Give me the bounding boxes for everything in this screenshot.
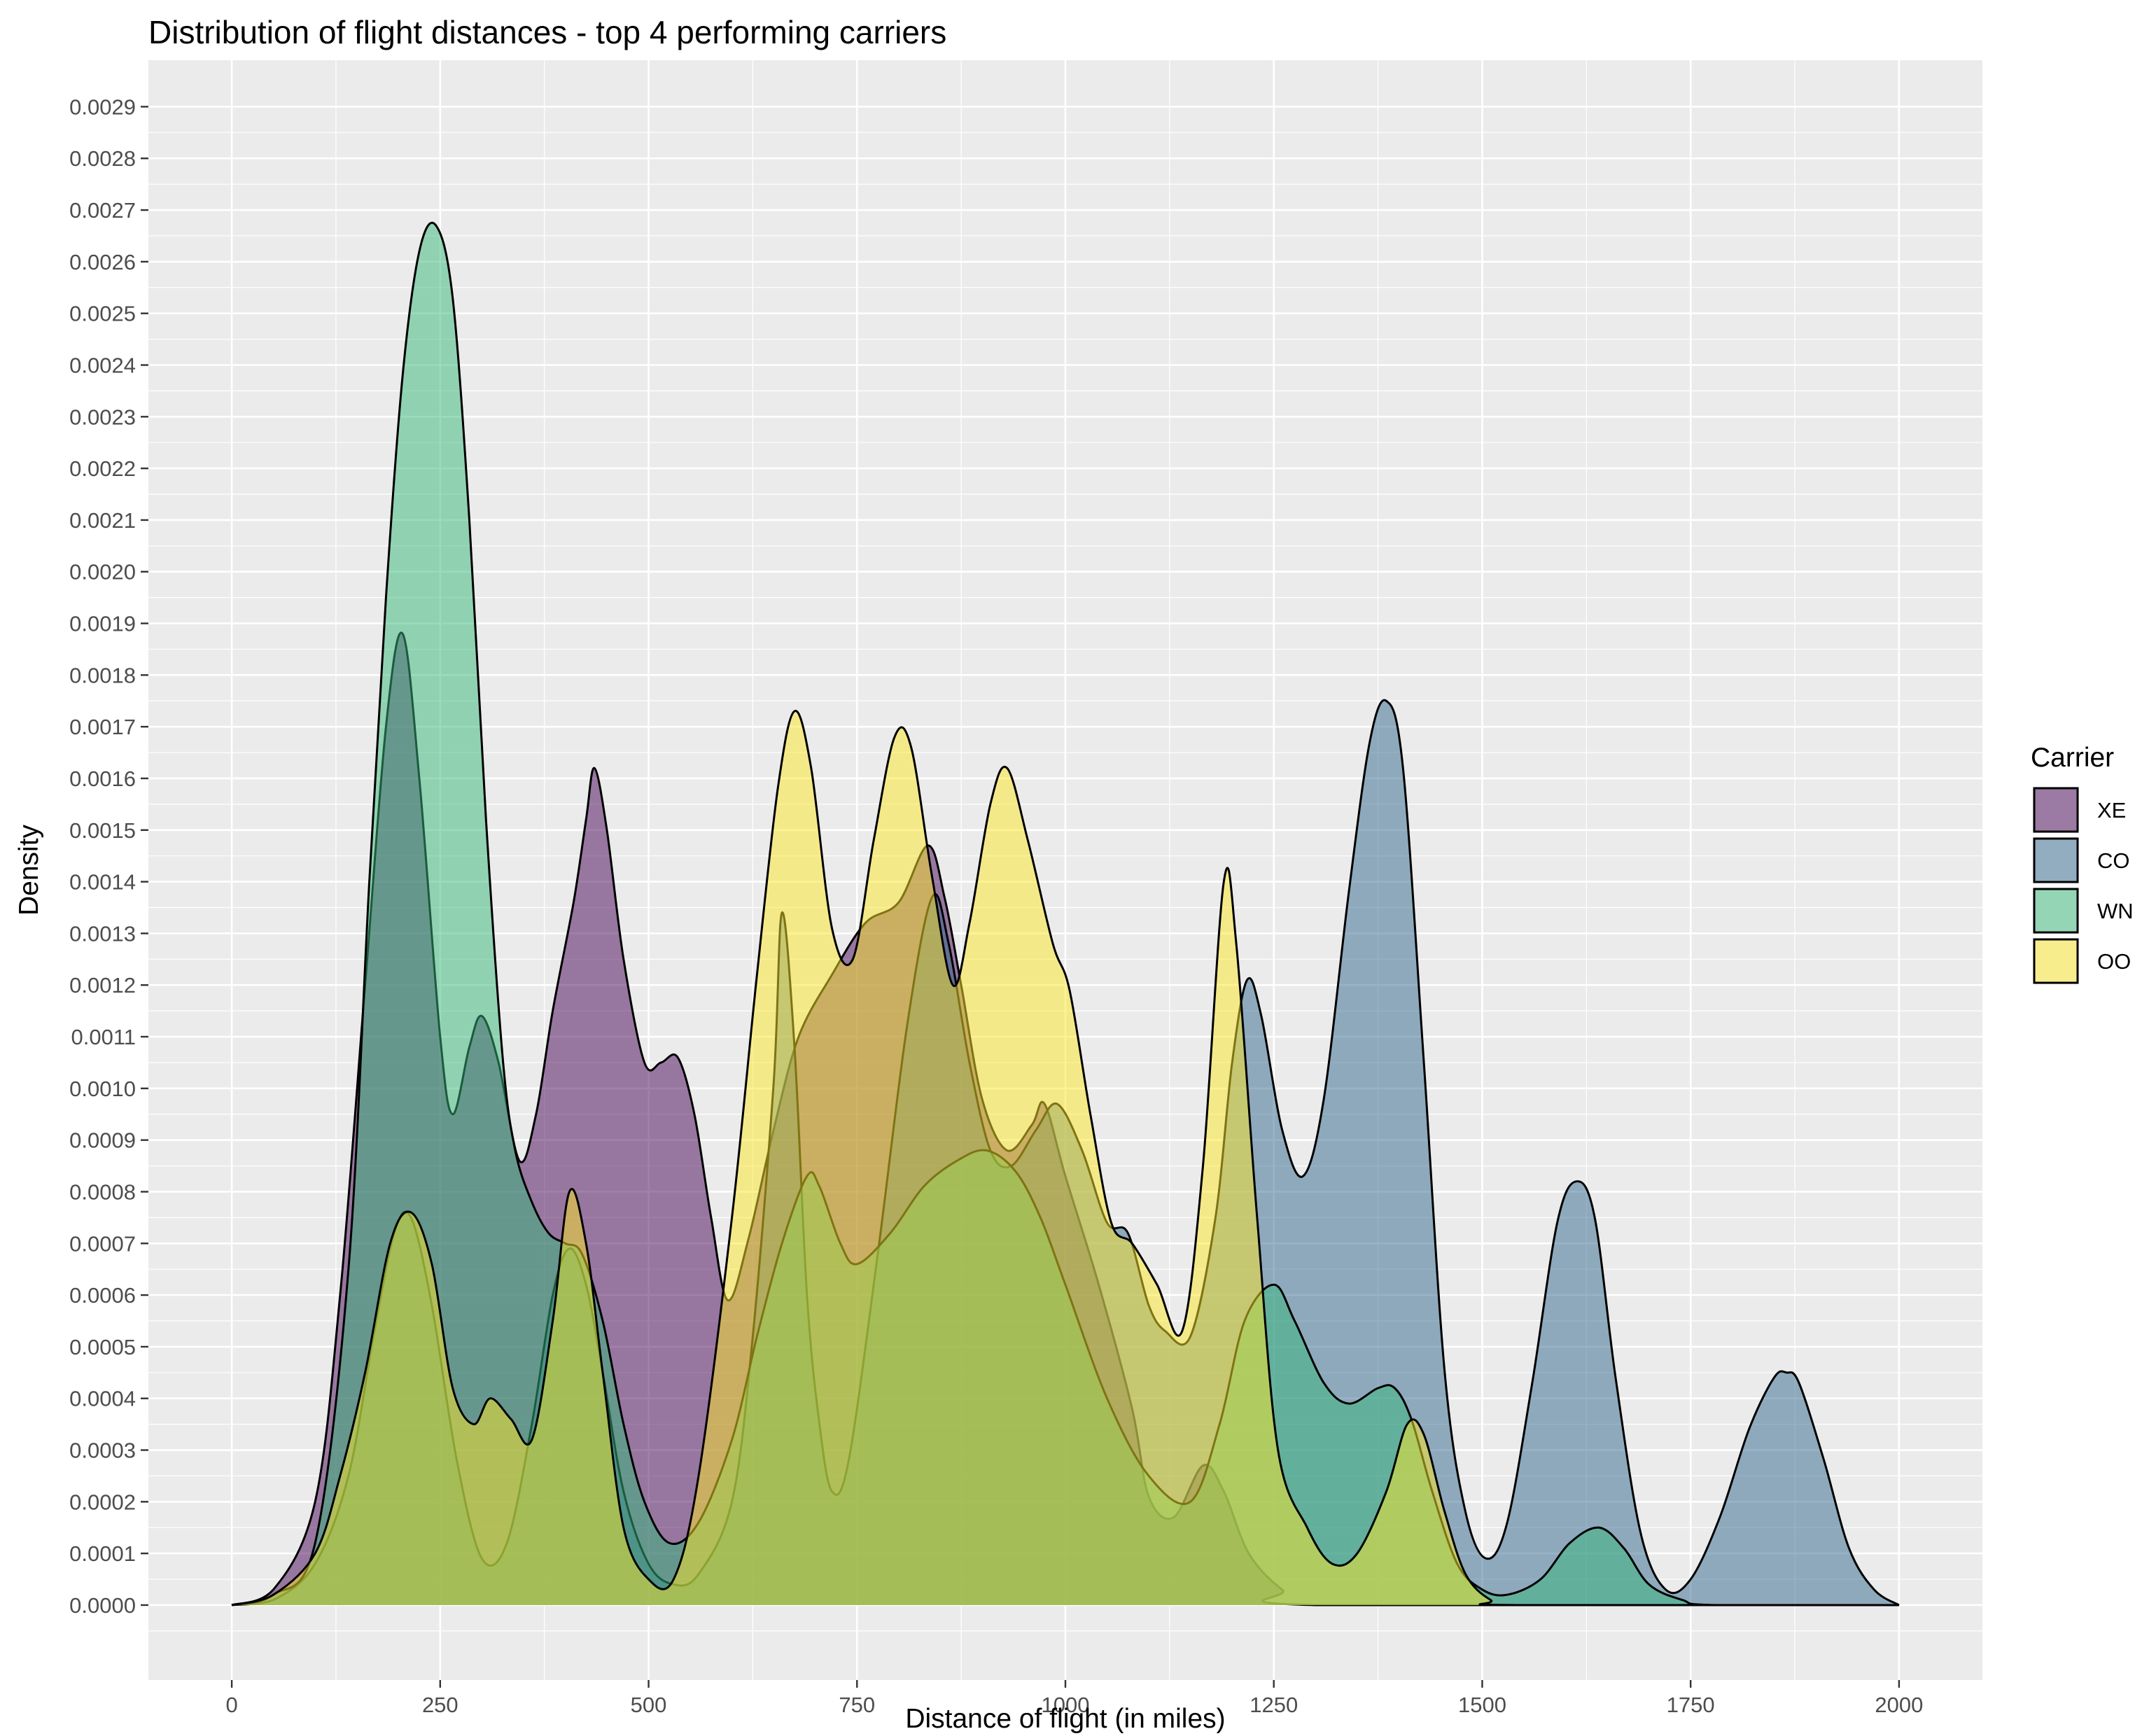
x-axis-title: Distance of flight (in miles) [905,1704,1225,1734]
y-tick-label: 0.0016 [69,766,136,791]
y-tick-label: 0.0024 [69,353,136,377]
density-line-oo [231,710,1899,1606]
y-tick-label: 0.0003 [69,1438,136,1463]
legend-swatch-xe [2033,787,2079,833]
x-tick-label: 1500 [1458,1693,1506,1717]
y-tick-label: 0.0000 [69,1593,136,1618]
legend-title: Carrier [2031,743,2114,773]
y-tick-label: 0.0026 [69,250,136,274]
density-areas [231,221,1900,1606]
legend-label-co: CO [2097,848,2130,873]
y-tick-label: 0.0018 [69,663,136,687]
chart-title: Distribution of flight distances - top 4… [148,14,946,50]
legend-swatch-wn [2033,888,2079,934]
y-tick-label: 0.0019 [69,612,136,636]
x-tick-label: 500 [631,1693,667,1717]
legend-swatch-oo [2033,938,2079,984]
y-tick-label: 0.0020 [69,560,136,584]
density-area-oo [232,710,1899,1606]
legend-items: XE CO WN OO [2033,787,2134,984]
y-tick-label: 0.0022 [69,456,136,481]
y-tick-label: 0.0029 [69,94,136,119]
y-tick-label: 0.0025 [69,302,136,326]
y-tick-label: 0.0027 [69,198,136,223]
y-tick-label: 0.0006 [69,1283,136,1308]
x-tick-label: 2000 [1875,1693,1923,1717]
x-tick-label: 1250 [1250,1693,1298,1717]
y-tick-label: 0.0028 [69,146,136,171]
x-tick-label: 0 [225,1693,237,1717]
x-tick-label: 750 [839,1693,875,1717]
x-tick-label: 1000 [1042,1693,1090,1717]
x-tick-label: 250 [422,1693,458,1717]
y-tick-label: 0.0014 [69,870,136,895]
y-tick-label: 0.0009 [69,1128,136,1153]
legend-label-wn: WN [2097,899,2134,923]
legend-swatch-co [2033,837,2079,883]
y-tick-label: 0.0021 [69,508,136,533]
y-tick-label: 0.0023 [69,405,136,429]
y-tick-label: 0.0010 [69,1077,136,1101]
legend-label-xe: XE [2097,798,2126,822]
x-tick-label: 1750 [1667,1693,1715,1717]
x-axis: 0 250 500 750 1000 1250 1500 1750 2000 [225,1680,1923,1717]
y-axis: 0.0000 0.0001 0.0002 0.0003 0.0004 0.0005 0.00… [69,94,148,1618]
y-tick-label: 0.0011 [71,1025,136,1049]
y-tick-label: 0.0012 [69,973,136,997]
y-tick-label: 0.0013 [69,921,136,946]
legend: Carrier XE CO WN OO [2031,743,2134,984]
density-area-xe [232,632,1899,1605]
y-tick-label: 0.0002 [69,1490,136,1514]
y-tick-label: 0.0004 [69,1387,136,1411]
y-tick-label: 0.0015 [69,818,136,843]
legend-label-oo: OO [2097,949,2131,974]
y-axis-title: Density [14,824,44,916]
y-tick-label: 0.0005 [69,1335,136,1359]
y-tick-label: 0.0001 [69,1541,136,1566]
y-tick-label: 0.0008 [69,1180,136,1204]
y-tick-label: 0.0007 [69,1231,136,1256]
y-tick-label: 0.0017 [69,715,136,739]
